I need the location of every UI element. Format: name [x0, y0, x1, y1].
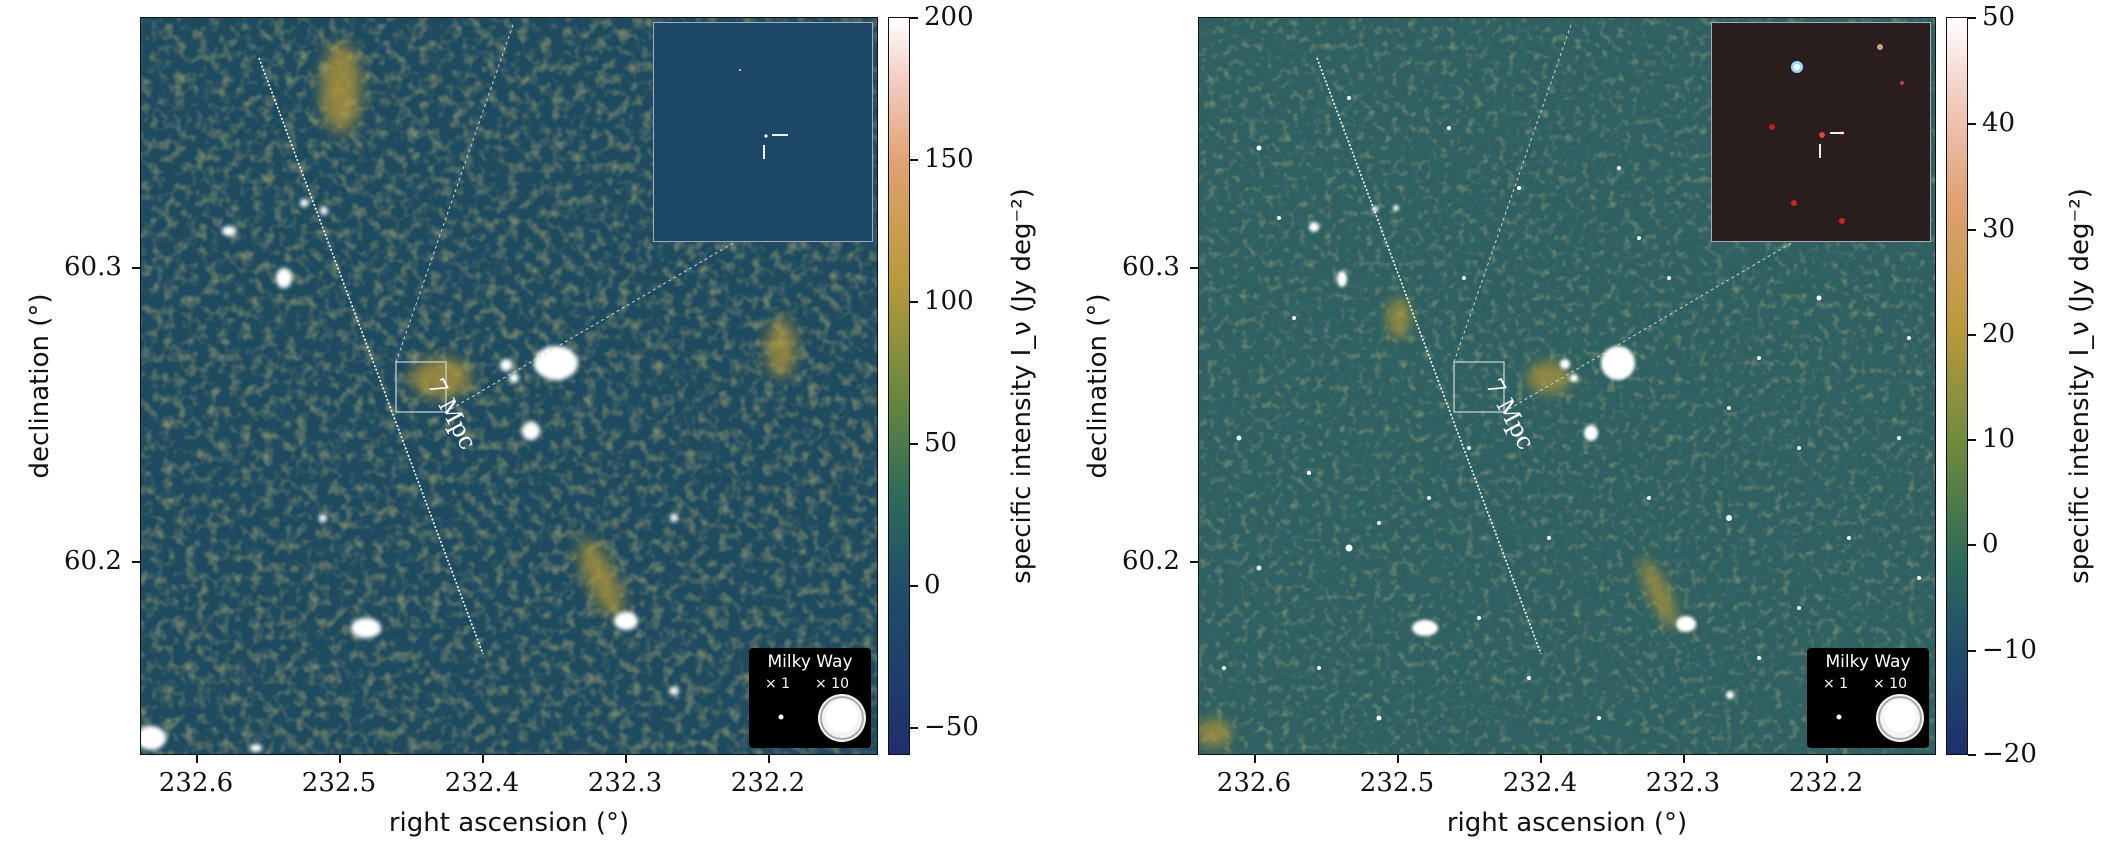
colorbar-tick-label: 0	[1982, 529, 1999, 559]
colorbar-tick-label: −50	[924, 712, 979, 742]
colorbar-tick-label: 40	[1982, 108, 2016, 138]
ytick-label: 60.3	[64, 252, 122, 282]
left-panel: Milky Way × 1 × 10 7 Mpc 232.6 232.5 232…	[25, 2, 1037, 838]
xtick-label: 232.5	[1359, 768, 1435, 798]
xtick-label: 232.3	[587, 768, 663, 798]
x-axis-label: right ascension (°)	[1446, 808, 1688, 838]
diffuse-emission	[321, 43, 795, 617]
ytick-label: 60.2	[1122, 546, 1180, 576]
inset-left	[653, 22, 873, 242]
milky-way-scale-left: Milky Way × 1 × 10	[749, 648, 871, 748]
y-axis-label: declination (°)	[1083, 293, 1113, 479]
colorbar-tick-label: −10	[1982, 635, 2037, 665]
colorbar-tick-label: 10	[1982, 424, 2016, 454]
milky-way-x1-label: × 1	[765, 676, 791, 692]
colorbar-tick-label: 50	[924, 428, 958, 458]
colorbar-tick-label: 20	[1982, 319, 2016, 349]
xtick-label: 232.6	[1216, 768, 1292, 798]
ytick-label: 60.3	[1122, 252, 1180, 282]
colorbar-left	[888, 17, 910, 755]
ytick-label: 60.2	[64, 546, 122, 576]
colorbar-tick-label: 50	[1982, 2, 2016, 32]
colorbar-tick-label: 200	[924, 2, 974, 32]
right-panel: Milky Way × 1 × 10 7 Mpc 232.6 232.5 232…	[1058, 0, 2116, 846]
milky-way-x1-label: × 1	[1823, 676, 1849, 692]
colorbar-tick-label: −20	[1982, 739, 2037, 769]
colorbar-label: specific intensity I_ν (Jy deg⁻²)	[2065, 188, 2095, 584]
milky-way-x10-label: × 10	[1873, 676, 1907, 692]
colorbar-tick-label: 150	[924, 144, 974, 174]
zoom-box-left	[395, 361, 447, 413]
xtick-label: 232.4	[1502, 768, 1578, 798]
diffuse-emission	[1199, 298, 1678, 747]
xtick-label: 232.6	[158, 768, 234, 798]
colorbar-tick-label: 100	[924, 286, 974, 316]
colorbar-right	[1946, 17, 1968, 755]
xtick-label: 232.4	[444, 768, 520, 798]
xtick-label: 232.5	[301, 768, 377, 798]
milky-way-title: Milky Way	[767, 652, 853, 672]
point-sources	[141, 199, 679, 752]
point-sources	[1309, 205, 1734, 699]
xtick-label: 232.2	[1788, 768, 1864, 798]
inset-right	[1711, 22, 1931, 242]
milky-way-x10-label: × 10	[815, 676, 849, 692]
milky-way-title: Milky Way	[1825, 652, 1911, 672]
y-axis-label: declination (°)	[25, 293, 55, 479]
zoom-box-right	[1453, 361, 1505, 413]
milky-way-scale-right: Milky Way × 1 × 10	[1807, 648, 1929, 748]
colorbar-tick-label: 30	[1982, 214, 2016, 244]
xtick-label: 232.3	[1645, 768, 1721, 798]
xtick-label: 232.2	[730, 768, 806, 798]
radio-map-left: Milky Way × 1 × 10	[140, 17, 878, 755]
colorbar-tick-label: 0	[924, 570, 941, 600]
x-axis-label: right ascension (°)	[388, 808, 630, 838]
colorbar-label: specific intensity I_ν (Jy deg⁻²)	[1007, 188, 1037, 584]
radio-map-right: Milky Way × 1 × 10	[1198, 17, 1936, 755]
